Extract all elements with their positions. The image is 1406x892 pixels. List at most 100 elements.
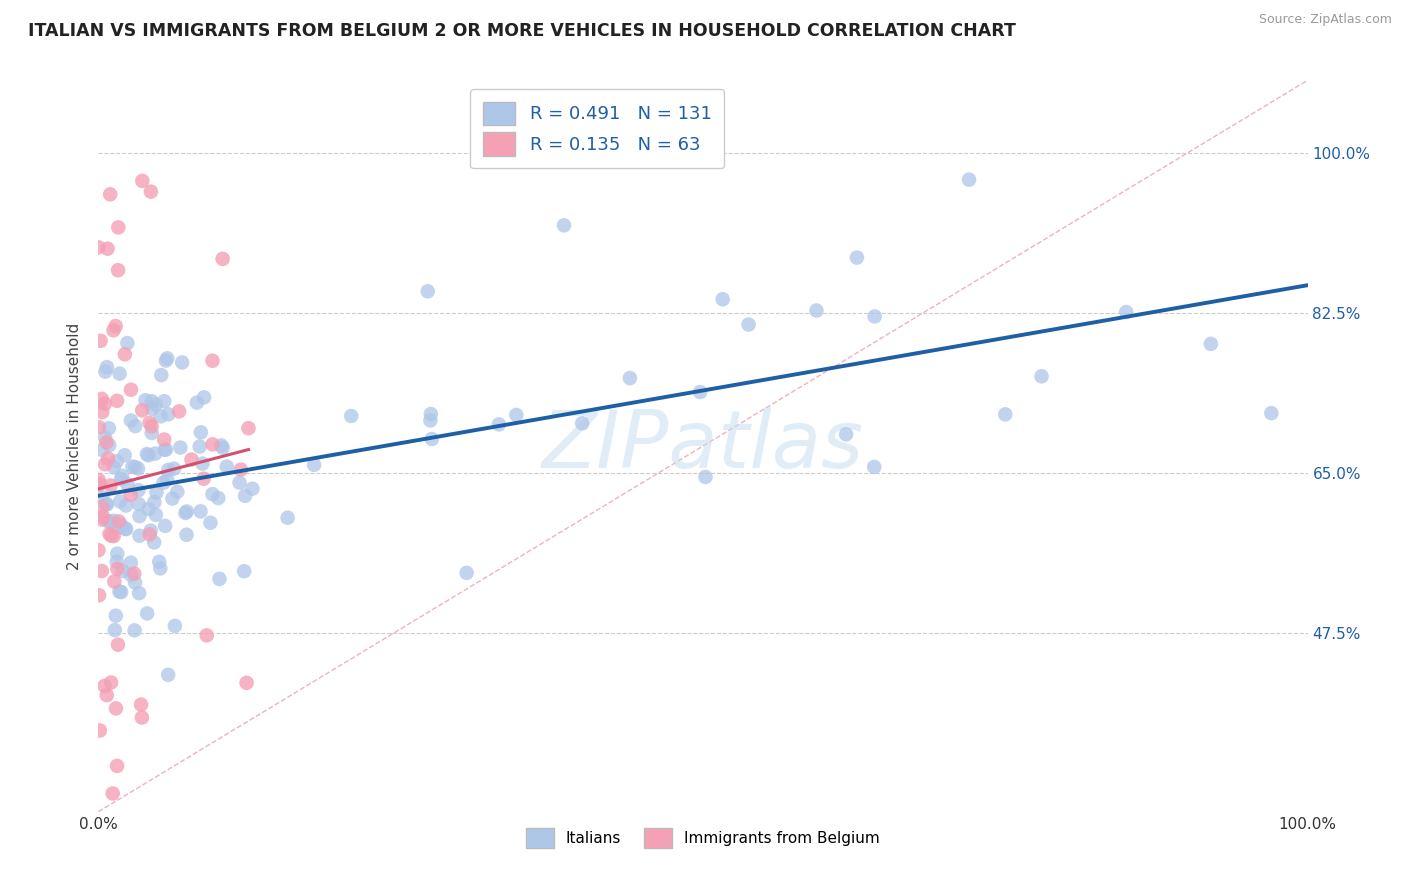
Point — [117, 477, 139, 491]
Point — [163, 461, 186, 475]
Point — [105, 547, 128, 561]
Point — [97, 451, 120, 466]
Point — [128, 497, 150, 511]
Point — [957, 172, 980, 186]
Point — [103, 574, 125, 589]
Point — [96, 497, 118, 511]
Point — [228, 475, 250, 490]
Point — [128, 509, 150, 524]
Point — [689, 384, 711, 399]
Point — [143, 447, 166, 461]
Point — [136, 607, 159, 621]
Point — [96, 435, 118, 450]
Point — [98, 438, 121, 452]
Point — [120, 383, 142, 397]
Point — [211, 252, 233, 266]
Point — [94, 457, 117, 471]
Point — [114, 448, 136, 462]
Point — [120, 568, 142, 582]
Point — [167, 404, 190, 418]
Point — [97, 515, 120, 529]
Point — [238, 421, 260, 435]
Point — [190, 504, 212, 518]
Point — [124, 460, 146, 475]
Point — [420, 432, 443, 446]
Point — [141, 425, 163, 440]
Point — [737, 318, 759, 332]
Point — [104, 319, 127, 334]
Point — [233, 489, 256, 503]
Point — [107, 515, 129, 529]
Point — [138, 527, 160, 541]
Point — [103, 460, 125, 475]
Point — [157, 408, 180, 422]
Point — [806, 303, 828, 318]
Point — [104, 608, 127, 623]
Point — [107, 220, 129, 235]
Legend: Italians, Immigrants from Belgium: Italians, Immigrants from Belgium — [519, 821, 887, 855]
Point — [456, 566, 478, 580]
Point — [505, 408, 527, 422]
Point — [186, 395, 208, 409]
Point — [208, 572, 231, 586]
Point — [211, 441, 233, 455]
Text: ITALIAN VS IMMIGRANTS FROM BELGIUM 2 OR MORE VEHICLES IN HOUSEHOLD CORRELATION C: ITALIAN VS IMMIGRANTS FROM BELGIUM 2 OR … — [28, 22, 1017, 40]
Point — [87, 588, 110, 602]
Point — [89, 477, 111, 491]
Point — [162, 491, 184, 506]
Point — [695, 470, 717, 484]
Point — [94, 397, 117, 411]
Point — [115, 522, 138, 536]
Point — [93, 679, 115, 693]
Point — [207, 491, 229, 505]
Point — [191, 457, 214, 471]
Point — [209, 438, 232, 452]
Point — [141, 401, 163, 416]
Point — [128, 586, 150, 600]
Point — [169, 441, 191, 455]
Text: Source: ZipAtlas.com: Source: ZipAtlas.com — [1258, 13, 1392, 27]
Point — [104, 623, 127, 637]
Point — [157, 463, 180, 477]
Point — [108, 367, 131, 381]
Point — [145, 398, 167, 412]
Point — [176, 504, 198, 518]
Point — [152, 475, 174, 490]
Point — [94, 365, 117, 379]
Point — [87, 420, 110, 434]
Point — [143, 535, 166, 549]
Point — [994, 408, 1017, 422]
Point — [145, 485, 167, 500]
Point — [87, 543, 110, 558]
Point — [149, 561, 172, 575]
Point — [114, 347, 136, 361]
Point — [141, 419, 163, 434]
Point — [97, 242, 120, 256]
Point — [103, 514, 125, 528]
Point — [98, 514, 121, 528]
Point — [163, 619, 186, 633]
Point — [111, 518, 134, 533]
Point — [107, 562, 129, 576]
Point — [90, 564, 112, 578]
Point — [105, 759, 128, 773]
Point — [128, 529, 150, 543]
Point — [235, 675, 257, 690]
Point — [153, 394, 176, 409]
Y-axis label: 2 or more Vehicles in Household: 2 or more Vehicles in Household — [67, 322, 83, 570]
Point — [193, 391, 215, 405]
Point — [1115, 305, 1137, 319]
Point — [863, 310, 886, 324]
Point — [110, 585, 132, 599]
Point — [101, 787, 124, 801]
Point — [108, 494, 131, 508]
Point — [863, 459, 886, 474]
Point — [91, 405, 114, 419]
Point — [143, 495, 166, 509]
Point — [1199, 336, 1222, 351]
Point — [149, 409, 172, 424]
Point — [138, 448, 160, 462]
Point — [120, 488, 142, 502]
Point — [89, 477, 111, 491]
Point — [156, 472, 179, 486]
